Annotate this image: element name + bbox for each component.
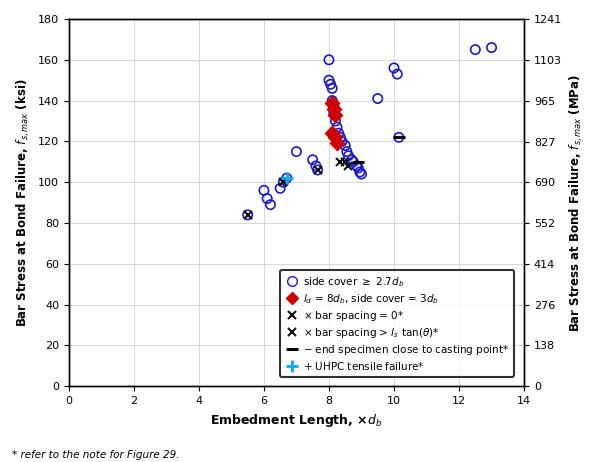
Point <box>332 123 342 131</box>
Point <box>332 140 342 147</box>
Point <box>278 178 288 186</box>
Point <box>349 158 358 165</box>
Point <box>308 156 317 164</box>
Point <box>292 148 301 155</box>
Point <box>329 105 338 112</box>
Point <box>355 168 365 176</box>
Y-axis label: Bar Stress at Bond Failure, $f_{s,max}$ (ksi): Bar Stress at Bond Failure, $f_{s,max}$ … <box>15 79 32 327</box>
Point <box>266 201 275 208</box>
Point <box>344 152 353 159</box>
Point <box>340 142 350 149</box>
Y-axis label: Bar Stress at Bond Failure, $f_{s,max}$ (MPa): Bar Stress at Bond Failure, $f_{s,max}$ … <box>568 73 585 332</box>
Point <box>328 129 337 137</box>
Point <box>334 129 344 137</box>
Point <box>342 148 352 155</box>
Point <box>337 138 347 145</box>
Point <box>259 187 269 194</box>
Point <box>262 195 272 202</box>
Point <box>324 77 334 84</box>
Text: * refer to the note for Figure 29.: * refer to the note for Figure 29. <box>12 450 179 460</box>
Point <box>352 162 361 170</box>
Point <box>331 117 340 125</box>
Point <box>335 134 345 141</box>
Point <box>373 95 383 102</box>
Point <box>324 56 334 63</box>
X-axis label: Embedment Length, ×$d_b$: Embedment Length, ×$d_b$ <box>210 412 383 429</box>
Point <box>353 164 363 172</box>
Point <box>389 64 399 72</box>
Point <box>328 97 337 104</box>
Point <box>331 111 340 119</box>
Point <box>329 103 338 110</box>
Point <box>282 175 292 182</box>
Point <box>487 44 496 51</box>
Legend: side cover $\geq$ 2.7$d_b$, $l_d$ = 8$d_b$, side cover = 3$d_b$, $\times$ bar sp: side cover $\geq$ 2.7$d_b$, $l_d$ = 8$d_… <box>280 270 514 377</box>
Point <box>331 134 340 141</box>
Point <box>328 99 337 106</box>
Point <box>275 185 285 192</box>
Point <box>243 211 253 219</box>
Point <box>328 85 337 92</box>
Point <box>356 170 366 178</box>
Point <box>394 134 404 141</box>
Point <box>311 162 321 170</box>
Point <box>392 70 402 78</box>
Point <box>470 46 480 53</box>
Point <box>313 166 322 174</box>
Point <box>326 80 335 88</box>
Point <box>329 109 338 116</box>
Point <box>347 156 356 164</box>
